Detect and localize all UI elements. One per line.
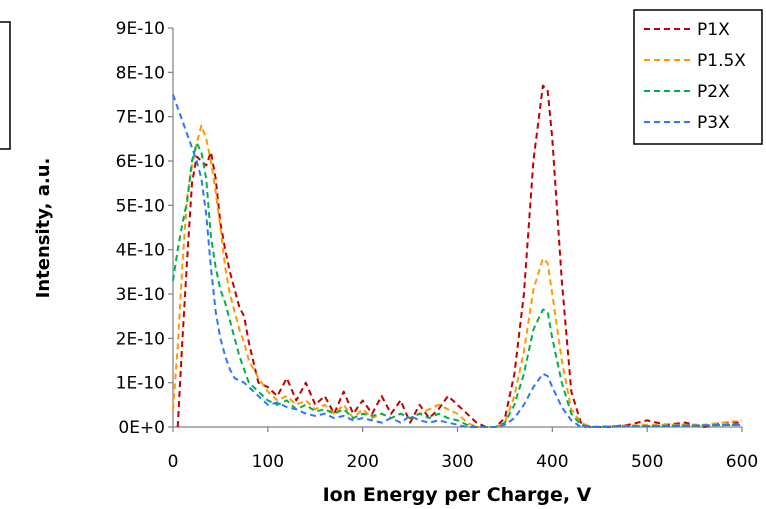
y-tick-label: 3E-10	[116, 285, 165, 305]
y-tick-label: 6E-10	[116, 152, 165, 172]
series-line-p1-5x	[172, 124, 743, 428]
cropped-box-left	[0, 21, 11, 150]
x-axis-label: Ion Energy per Charge, V	[323, 484, 592, 506]
legend-label: P3X	[697, 113, 730, 133]
y-tick-label: 5E-10	[116, 196, 165, 216]
legend-label: P1.5X	[697, 51, 746, 71]
x-tick-label: 0	[168, 452, 179, 472]
series-line-p3x	[172, 94, 743, 428]
y-tick-label: 2E-10	[116, 329, 165, 349]
x-tick-label: 500	[631, 452, 663, 472]
x-tick-label: 200	[346, 452, 378, 472]
x-tick-label: 600	[726, 452, 758, 472]
y-tick-label: 8E-10	[116, 63, 165, 83]
x-ticks: 0 100 200 300 400 500 600	[168, 427, 758, 472]
x-tick-label: 300	[441, 452, 473, 472]
y-tick-label: 7E-10	[116, 108, 165, 128]
legend: P1X P1.5X P2X P3X	[633, 9, 763, 145]
y-tick-label: 9E-10	[116, 19, 165, 39]
y-axis-label: Intensity, a.u.	[33, 158, 54, 299]
y-tick-label: 0E+0	[118, 418, 165, 438]
y-ticks: 0E+0 1E-10 2E-10 3E-10 4E-10 5E-10 6E-10 7E-10 8…	[116, 19, 173, 438]
series-lines	[172, 84, 743, 428]
series-line-p1x	[176, 84, 742, 428]
series-line-p2x	[172, 142, 743, 428]
legend-label: P1X	[697, 20, 730, 40]
y-tick-label: 1E-10	[116, 374, 165, 394]
x-tick-label: 100	[252, 452, 284, 472]
x-tick-label: 400	[536, 452, 568, 472]
y-tick-label: 4E-10	[116, 241, 165, 261]
legend-label: P2X	[697, 82, 730, 102]
